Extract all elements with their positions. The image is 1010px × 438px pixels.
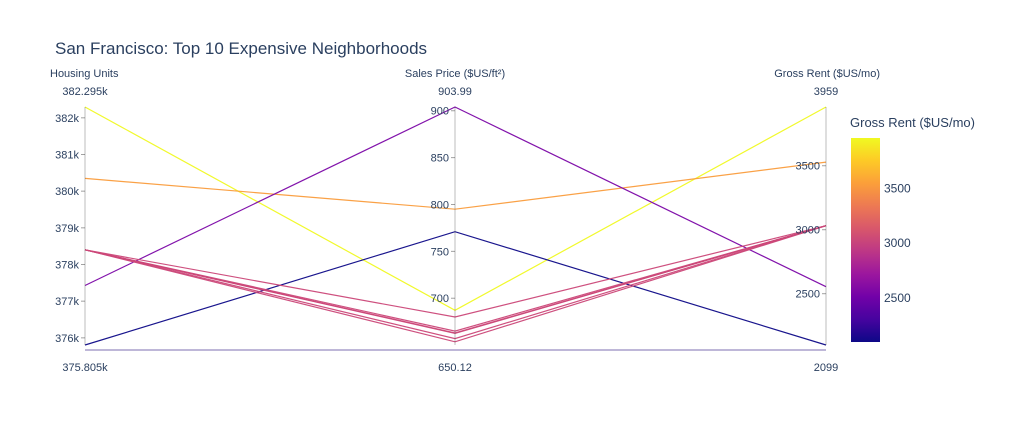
axis-label: Housing Units <box>50 68 119 80</box>
record-line <box>84 225 827 335</box>
record-line <box>84 225 827 318</box>
axis-tick-label: 700 <box>431 293 449 305</box>
record-line <box>84 225 827 340</box>
axis-range-max: 382.295k <box>62 86 108 98</box>
axis-tick-label: 379k <box>55 223 79 235</box>
axis-tick-label: 382k <box>55 113 79 125</box>
axis-range-max: 3959 <box>814 86 838 98</box>
colorbar: Gross Rent ($US/mo) 2500 3000 3500 <box>850 115 975 342</box>
record-line <box>84 106 827 288</box>
axis-3: Gross Rent ($US/mo) 3959 2099 2500 3000 3500 <box>774 68 880 374</box>
axis-tick-label: 850 <box>431 153 449 165</box>
record-line <box>84 106 827 311</box>
axis-1: Housing Units 382.295k 375.805k 376k 377k 378… <box>50 68 119 374</box>
chart-title: San Francisco: Top 10 Expensive Neighbor… <box>55 39 427 58</box>
axis-tick-label: 376k <box>55 333 79 345</box>
colorbar-gradient <box>851 138 880 342</box>
axis-tick-label: 800 <box>431 199 449 211</box>
axis-range-min: 375.805k <box>62 362 108 374</box>
axis-range-min: 650.12 <box>438 362 472 374</box>
axis-tick-label: 2500 <box>796 289 820 301</box>
axis-tick-label: 380k <box>55 186 79 198</box>
axis-2: Sales Price ($US/ft²) 903.99 650.12 700 750 8… <box>405 68 505 374</box>
colorbar-tick-label: 3000 <box>884 236 911 250</box>
record-line <box>84 225 827 343</box>
axis-tick-label: 3500 <box>796 161 820 173</box>
record-line <box>84 161 827 210</box>
axis-range-min: 2099 <box>814 362 838 374</box>
axis-tick-label: 750 <box>431 246 449 258</box>
colorbar-tick-label: 3500 <box>884 181 911 195</box>
axis-range-max: 903.99 <box>438 86 472 98</box>
axes-layer: Housing Units 382.295k 375.805k 376k 377k 378… <box>50 68 880 374</box>
lines-layer <box>84 106 827 346</box>
axis-tick-label: 3000 <box>796 225 820 237</box>
axis-tick-label: 900 <box>431 106 449 118</box>
axis-label: Gross Rent ($US/mo) <box>774 68 880 80</box>
axis-tick-label: 381k <box>55 149 79 161</box>
axis-tick-label: 378k <box>55 260 79 272</box>
axis-tick-label: 377k <box>55 296 79 308</box>
record-line <box>84 231 827 346</box>
colorbar-tick-label: 2500 <box>884 291 911 305</box>
colorbar-title: Gross Rent ($US/mo) <box>850 115 975 130</box>
axis-label: Sales Price ($US/ft²) <box>405 68 505 80</box>
